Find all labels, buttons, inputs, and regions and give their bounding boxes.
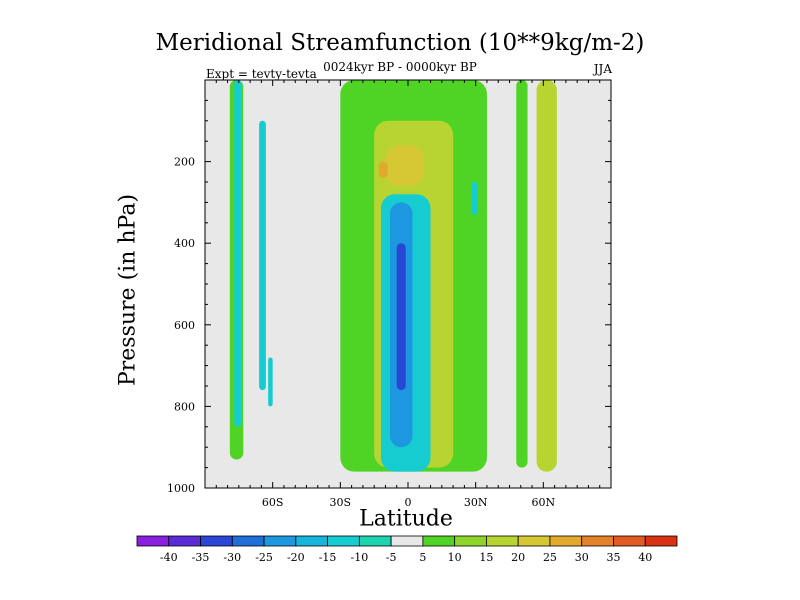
colorbar-box <box>644 535 678 547</box>
colorbar-box <box>327 535 360 547</box>
y-tick-label: 1000 <box>167 482 195 495</box>
colorbar-box <box>295 535 328 547</box>
x-axis-label: Latitude <box>359 506 453 532</box>
colorbar-box <box>486 535 519 547</box>
colorbar-box <box>613 535 646 547</box>
colorbar-label: 15 <box>479 551 493 564</box>
colorbar-box <box>168 535 201 547</box>
y-tick-label: 200 <box>174 156 195 169</box>
x-tick-label: 60S <box>262 496 284 509</box>
colorbar-label: 10 <box>448 551 462 564</box>
colorbar-label: -40 <box>160 551 178 564</box>
season-label: JJA <box>593 62 612 76</box>
chart-subtitle: 0024kyr BP - 0000kyr BP <box>323 60 477 74</box>
y-tick-label: 600 <box>174 319 195 332</box>
colorbar-box <box>136 535 170 547</box>
x-tick-label: 60N <box>532 496 556 509</box>
x-tick-label: 30S <box>330 496 352 509</box>
y-tick-label: 400 <box>174 237 195 250</box>
experiment-label: Expt = tevty-tevta <box>206 67 317 81</box>
colorbar-box <box>200 535 233 547</box>
colorbar-label: 5 <box>419 551 426 564</box>
contour-region-3 <box>268 357 273 407</box>
colorbar-label: -35 <box>192 551 210 564</box>
colorbar-box <box>263 535 297 547</box>
colorbar-box <box>422 535 456 547</box>
colorbar-label: -30 <box>223 551 241 564</box>
contour-region-1 <box>234 80 242 427</box>
colorbar-box <box>454 535 487 547</box>
colorbar-label: 30 <box>575 551 589 564</box>
contour-region-10 <box>396 243 406 391</box>
colorbar-box <box>517 535 551 547</box>
colorbar-label: 35 <box>606 551 620 564</box>
y-tick-label: 800 <box>174 400 195 413</box>
x-tick-label: 0 <box>405 496 412 509</box>
x-tick-label: 30N <box>464 496 488 509</box>
colorbar-box <box>581 535 614 547</box>
colorbar-label: 20 <box>511 551 525 564</box>
colorbar-label: -20 <box>287 551 305 564</box>
colorbar-box <box>231 535 265 547</box>
colorbar-label: 25 <box>543 551 557 564</box>
colorbar-box <box>549 535 583 547</box>
colorbar-label: -5 <box>386 551 397 564</box>
colorbar-box <box>358 535 392 547</box>
contour-region-2 <box>259 120 266 391</box>
colorbar-label: -25 <box>255 551 273 564</box>
colorbar-label: 40 <box>638 551 652 564</box>
contour-region-13 <box>536 80 557 472</box>
colorbar-box <box>390 535 424 547</box>
contour-region-11 <box>471 182 478 215</box>
chart-title: Meridional Streamfunction (10**9kg/m-2) <box>155 30 645 56</box>
contour-region-7 <box>378 161 388 178</box>
contour-region-6 <box>385 145 424 187</box>
colorbar-label: -15 <box>319 551 337 564</box>
colorbar-label: -10 <box>350 551 368 564</box>
contour-region-12 <box>516 80 528 468</box>
